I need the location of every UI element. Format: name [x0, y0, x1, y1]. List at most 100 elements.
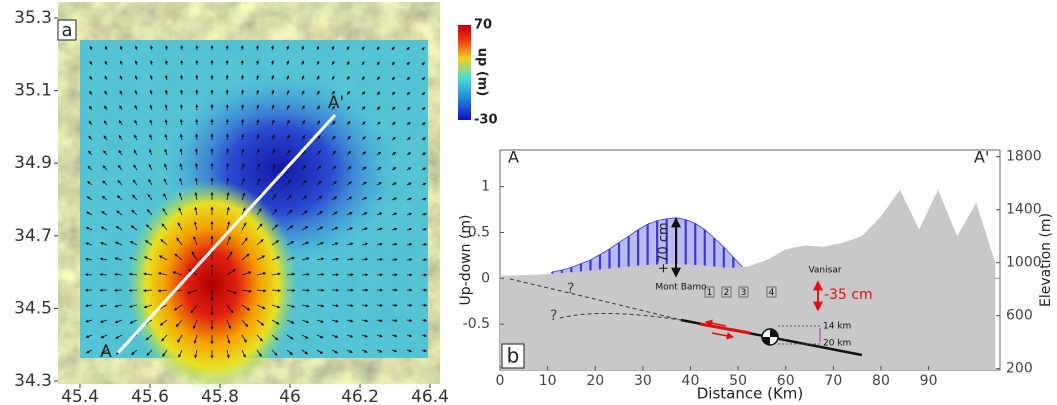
vector [376, 91, 381, 96]
vector [376, 334, 383, 338]
vector [158, 255, 168, 261]
vector [376, 61, 380, 66]
vector [316, 349, 324, 354]
vector [406, 318, 413, 322]
vector [331, 105, 336, 111]
x-tick-label: 80 [872, 373, 890, 389]
profile-start: A [100, 342, 112, 362]
vector [301, 105, 305, 111]
vector [331, 257, 339, 261]
vector [361, 319, 369, 323]
vector [286, 349, 293, 356]
vector [132, 194, 138, 201]
vector [346, 242, 354, 246]
vector [391, 61, 395, 66]
vector [256, 272, 267, 276]
vector [226, 235, 231, 246]
vector [144, 240, 153, 246]
vector [143, 304, 153, 309]
vector [193, 221, 198, 231]
vector [316, 272, 325, 277]
vector [179, 177, 183, 186]
uplift-note: +70 cm [657, 222, 672, 273]
vector [128, 288, 138, 292]
x-tick-label: 46 [279, 387, 301, 405]
vector [114, 304, 123, 308]
vector [361, 349, 368, 353]
vector [256, 133, 260, 141]
x-tick-label: 45.4 [61, 387, 99, 405]
vector [391, 242, 398, 247]
vector [271, 134, 275, 141]
vector [271, 240, 280, 246]
vector [174, 253, 183, 261]
vector [143, 256, 153, 261]
vector [163, 193, 168, 201]
vector [194, 192, 198, 201]
vector [241, 271, 252, 276]
vector [256, 255, 266, 261]
x-tick-label: 30 [634, 373, 652, 389]
vector [134, 45, 139, 51]
vector [195, 118, 199, 126]
place-label: Vanisar [808, 266, 841, 276]
vector [256, 208, 262, 216]
vector [271, 74, 275, 81]
y-tick-label: 34.3 [14, 371, 52, 391]
vector [241, 222, 247, 231]
vector [301, 241, 310, 246]
vector [331, 227, 339, 231]
vector [286, 288, 296, 292]
vector [85, 242, 93, 246]
vector [331, 165, 337, 171]
vector [226, 206, 230, 216]
vector [88, 120, 93, 126]
vector [162, 208, 168, 216]
vector [316, 319, 325, 323]
vector [286, 60, 290, 66]
vector [421, 61, 425, 66]
vector [241, 133, 245, 141]
vector [119, 75, 123, 81]
vector [255, 89, 260, 96]
vector [241, 207, 246, 216]
y2-tick-label: 1400 [1006, 202, 1042, 218]
vector [102, 180, 108, 186]
vector [406, 76, 411, 81]
vector [331, 60, 335, 66]
vector [406, 227, 413, 231]
vector [162, 349, 168, 357]
vector [271, 304, 281, 309]
vector [316, 304, 325, 308]
vector [271, 319, 280, 325]
vector [316, 242, 324, 246]
vector [164, 163, 168, 171]
colorbar [458, 25, 471, 120]
vectors [84, 45, 428, 359]
vector [99, 319, 108, 323]
vector [86, 211, 93, 216]
map-panel: a A A' up (m) 45.4 45.6 45.8 46 46.2 46.4 34.3… [14, 2, 498, 405]
vector [361, 257, 369, 262]
vector [178, 349, 183, 358]
vector [102, 165, 108, 171]
vector [331, 349, 338, 354]
vector [99, 257, 108, 261]
vector [331, 319, 339, 323]
vector [301, 60, 305, 66]
vector [421, 197, 427, 201]
vector [241, 349, 246, 358]
vector [286, 272, 296, 276]
vector [376, 197, 383, 201]
x-tick-label: 10 [539, 373, 557, 389]
vector [391, 167, 397, 171]
vector [100, 242, 108, 246]
vector [114, 272, 123, 277]
vector [87, 165, 93, 171]
vector [148, 163, 153, 171]
vector [346, 75, 350, 81]
vector [301, 75, 305, 81]
vector [104, 90, 108, 96]
vector [190, 304, 198, 314]
